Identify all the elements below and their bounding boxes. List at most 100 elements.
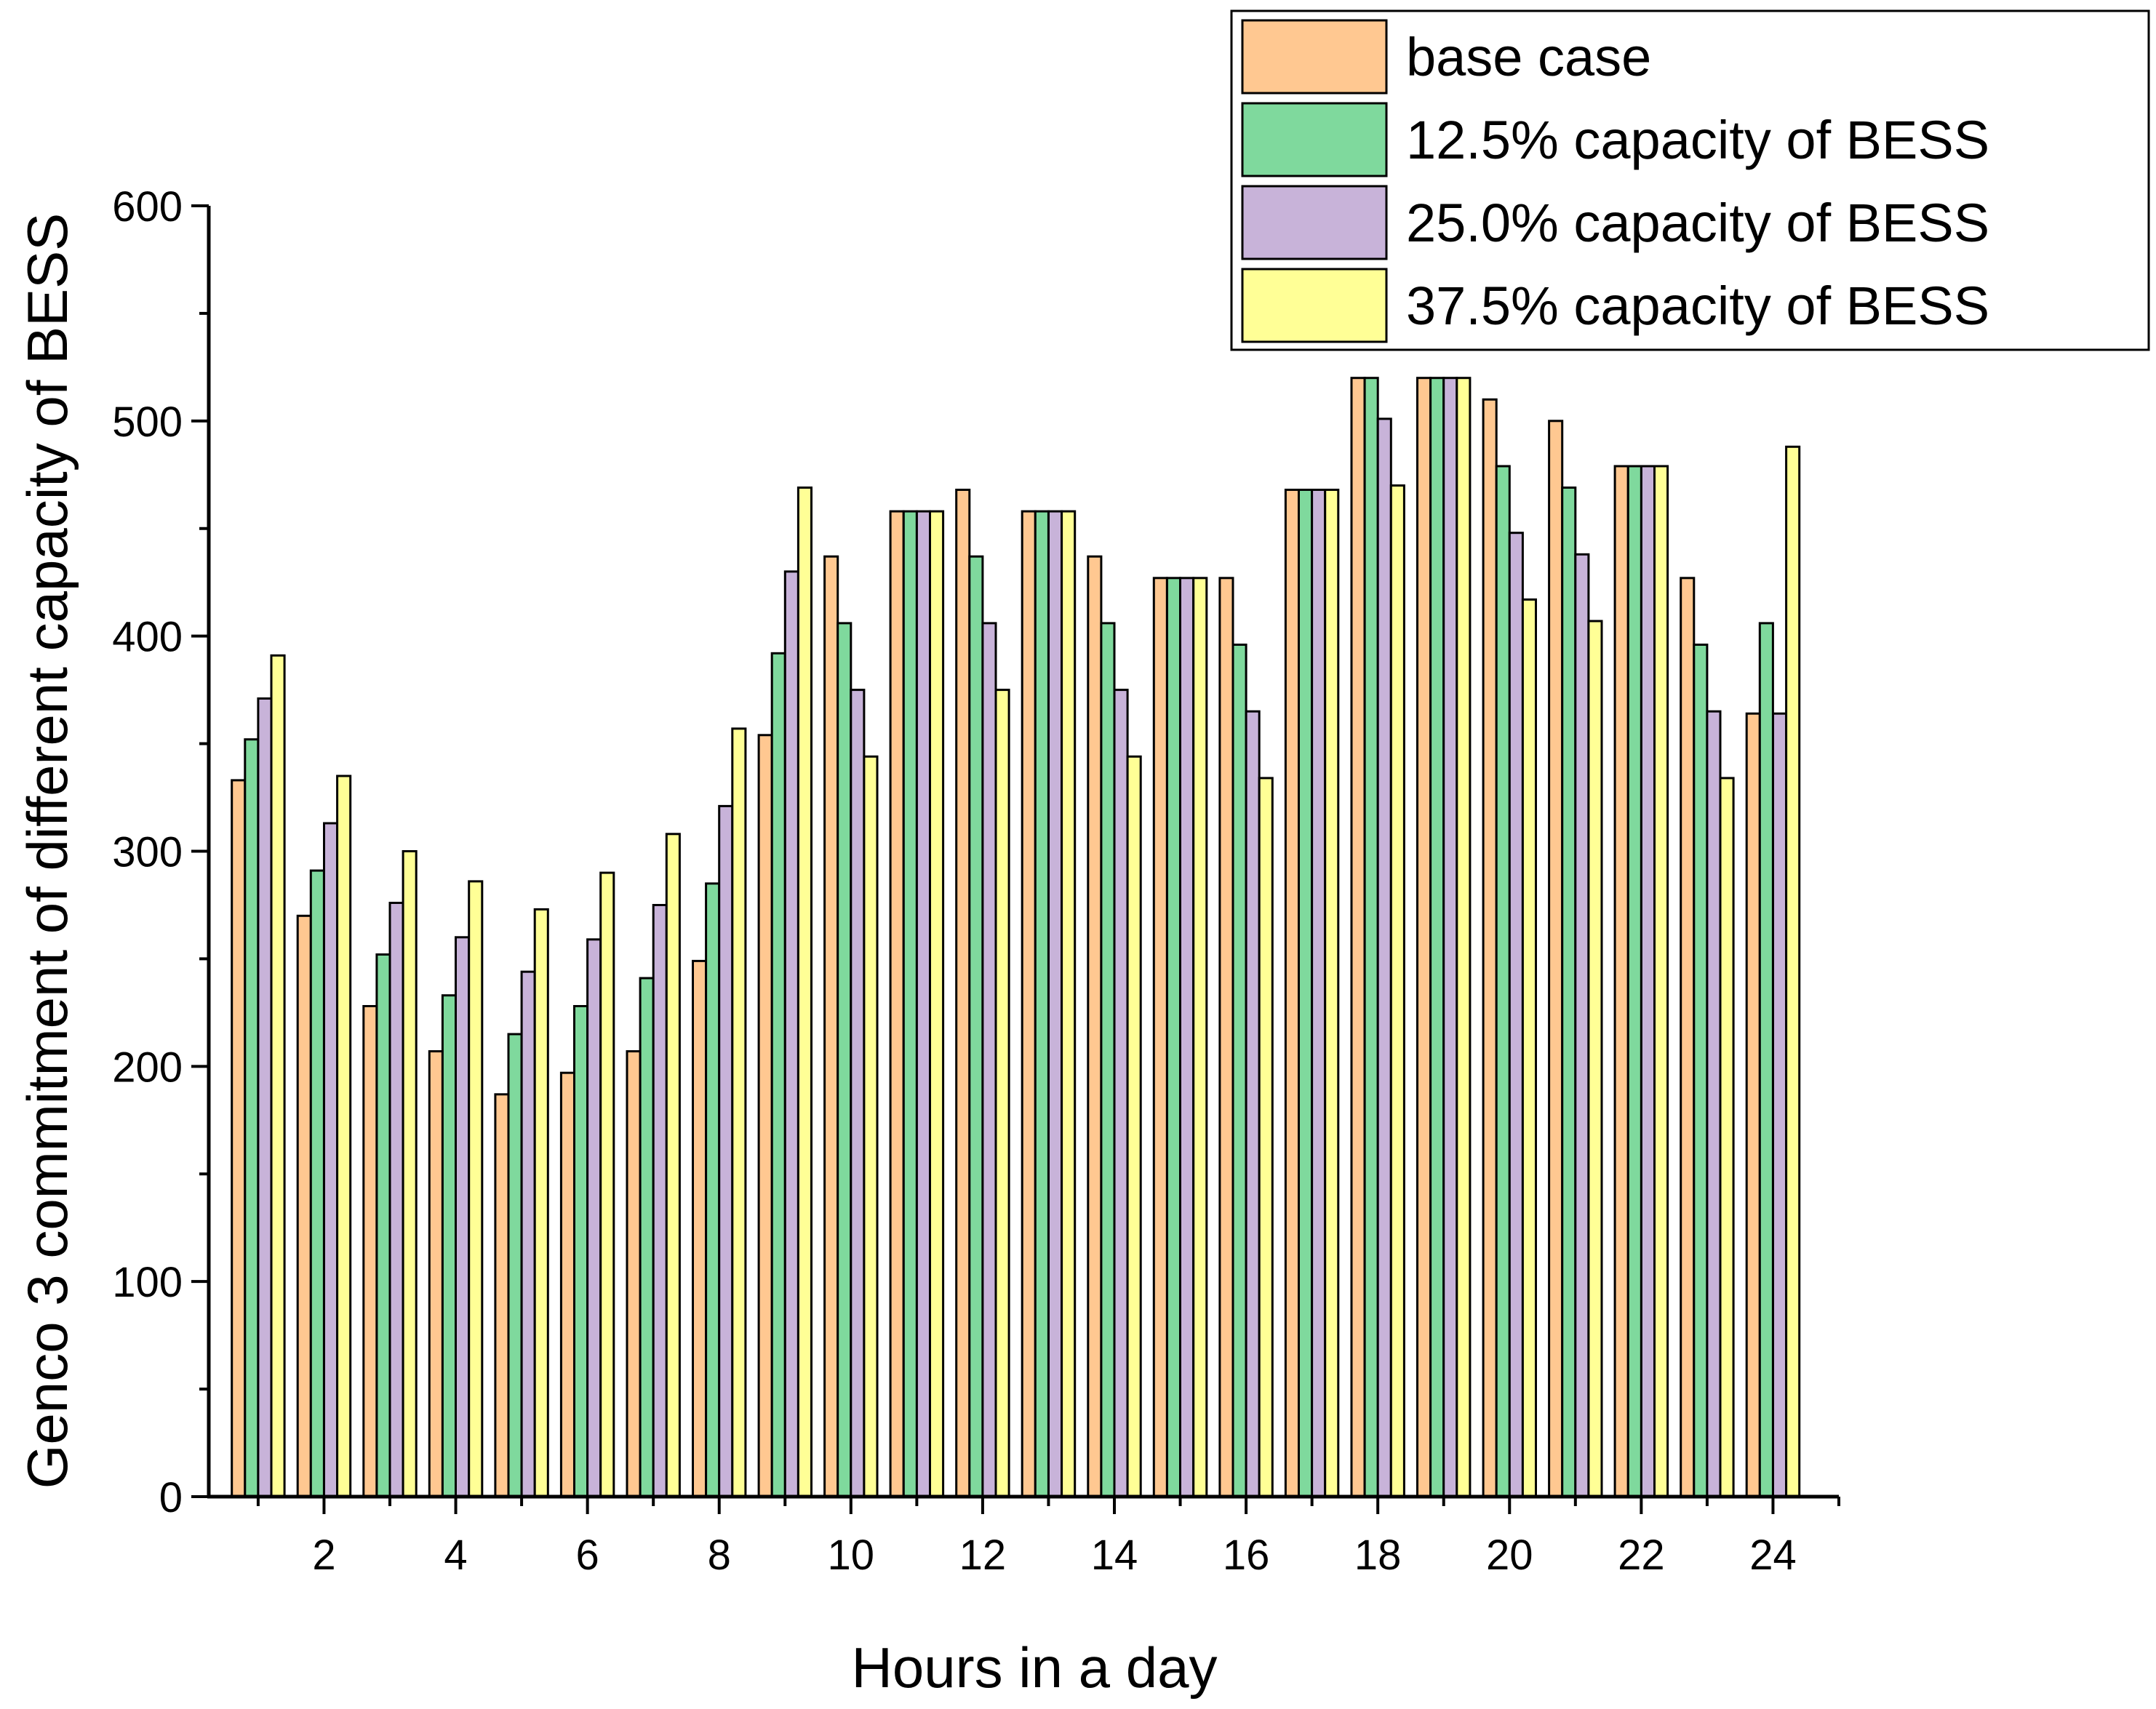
legend-swatch-series-1 [1241,19,1388,95]
bar-hour-12-series-1 [955,489,971,1498]
bar-hour-10-series-1 [823,555,839,1498]
x-tick-label: 2 [312,1532,335,1579]
bar-hour-1-series-4 [270,654,286,1498]
x-tick-label: 6 [576,1532,599,1579]
bar-hour-23-series-1 [1680,577,1696,1498]
bar-hour-6-series-1 [559,1071,576,1498]
bar-hour-16-series-2 [1231,644,1247,1498]
bar-hour-2-series-1 [296,914,312,1498]
bar-hour-3-series-4 [402,850,418,1498]
bar-hour-11-series-4 [929,510,945,1498]
bar-hour-4-series-4 [468,880,484,1498]
bar-hour-11-series-1 [889,510,905,1498]
bar-hour-17-series-4 [1324,489,1340,1498]
bar-hour-15-series-4 [1192,577,1208,1498]
bar-hour-9-series-3 [783,570,799,1498]
bar-hour-13-series-3 [1047,510,1063,1498]
bars-group [231,377,1801,1498]
bar-hour-17-series-2 [1298,489,1314,1498]
bar-hour-18-series-3 [1376,417,1392,1498]
bar-hour-14-series-2 [1100,622,1116,1498]
bar-hour-21-series-4 [1587,620,1603,1498]
y-tick-label: 600 [112,183,183,231]
bar-hour-5-series-1 [494,1093,510,1498]
legend-swatch-series-4 [1241,268,1388,343]
bar-hour-19-series-3 [1442,377,1458,1498]
x-tick-label: 22 [1618,1532,1665,1579]
bar-hour-12-series-3 [981,622,997,1498]
bar-hour-7-series-3 [652,904,668,1498]
bar-hour-3-series-1 [362,1005,378,1498]
bar-hour-9-series-1 [757,734,773,1498]
bar-hour-14-series-3 [1113,689,1129,1498]
legend: base case 12.5% capacity of BESS 25.0% cap… [1230,9,2150,351]
bar-hour-13-series-1 [1021,510,1037,1498]
bar-hour-23-series-3 [1706,710,1722,1498]
bar-hour-22-series-4 [1653,465,1669,1498]
bar-hour-19-series-4 [1456,377,1472,1498]
bar-hour-17-series-1 [1284,489,1301,1498]
legend-label-series-1: base case [1406,27,1651,87]
y-tick-label: 200 [112,1044,183,1091]
bar-hour-20-series-4 [1521,598,1537,1498]
x-tick-label: 4 [444,1532,467,1579]
bar-hour-14-series-1 [1087,555,1103,1498]
bar-hour-13-series-2 [1034,510,1050,1498]
bar-hour-5-series-4 [533,908,549,1498]
x-tick-label: 12 [959,1532,1007,1579]
bar-hour-1-series-1 [231,779,247,1498]
bar-hour-7-series-4 [665,833,681,1498]
legend-label-series-2: 12.5% capacity of BESS [1406,110,1989,170]
bar-hour-16-series-4 [1258,777,1274,1498]
x-axis-title: Hours in a day [852,1636,1218,1700]
bar-hour-21-series-3 [1574,553,1590,1498]
x-tick-label: 18 [1354,1532,1402,1579]
legend-label-series-4: 37.5% capacity of BESS [1406,276,1989,336]
bar-hour-24-series-4 [1785,445,1801,1498]
bar-hour-20-series-1 [1482,398,1498,1498]
bar-hour-7-series-2 [639,977,655,1498]
bar-hour-9-series-4 [796,487,813,1498]
bar-hour-8-series-4 [731,727,747,1498]
bar-hour-20-series-3 [1508,532,1524,1498]
y-tick-label: 100 [112,1259,183,1306]
bar-hour-21-series-2 [1561,487,1577,1498]
x-tick-label: 14 [1091,1532,1138,1579]
bar-hour-2-series-3 [323,822,339,1498]
bar-hour-18-series-1 [1350,377,1366,1498]
legend-swatch-series-3 [1241,185,1388,260]
bar-hour-17-series-3 [1311,489,1327,1498]
bar-hour-18-series-2 [1363,377,1379,1498]
bar-hour-10-series-4 [863,755,879,1498]
bar-hour-12-series-2 [968,555,984,1498]
x-tick-label: 16 [1223,1532,1270,1579]
bar-hour-5-series-3 [520,970,536,1498]
bar-hour-23-series-2 [1693,644,1709,1498]
bar-hour-2-series-2 [309,869,325,1498]
bar-hour-1-series-2 [244,738,260,1498]
bar-hour-15-series-3 [1179,577,1195,1498]
bar-hour-22-series-2 [1626,465,1642,1498]
x-tick-label: 8 [708,1532,731,1579]
bar-hour-6-series-2 [573,1005,589,1498]
bar-hour-4-series-3 [455,936,471,1498]
bar-hour-8-series-1 [692,959,708,1498]
bar-hour-18-series-4 [1389,484,1405,1498]
bar-hour-9-series-2 [770,652,786,1498]
bar-hour-16-series-1 [1218,577,1234,1498]
bar-hour-1-series-3 [257,697,273,1498]
bar-hour-24-series-1 [1745,712,1761,1498]
bar-hour-5-series-2 [507,1033,523,1498]
bar-hour-6-series-3 [586,938,602,1498]
x-tick-label: 24 [1749,1532,1797,1579]
bar-hour-13-series-4 [1061,510,1077,1498]
x-tick-label: 20 [1486,1532,1533,1579]
bar-hour-22-series-1 [1613,465,1629,1498]
bar-hour-2-series-4 [336,775,352,1498]
bar-hour-12-series-4 [994,689,1010,1498]
bar-hour-11-series-3 [915,510,932,1498]
bar-hour-15-series-1 [1152,577,1168,1498]
bar-hour-22-series-3 [1640,465,1656,1498]
x-ticks-group: 2 4 6 8 10 12 14 16 18 20 22 24 [256,1497,1840,1579]
